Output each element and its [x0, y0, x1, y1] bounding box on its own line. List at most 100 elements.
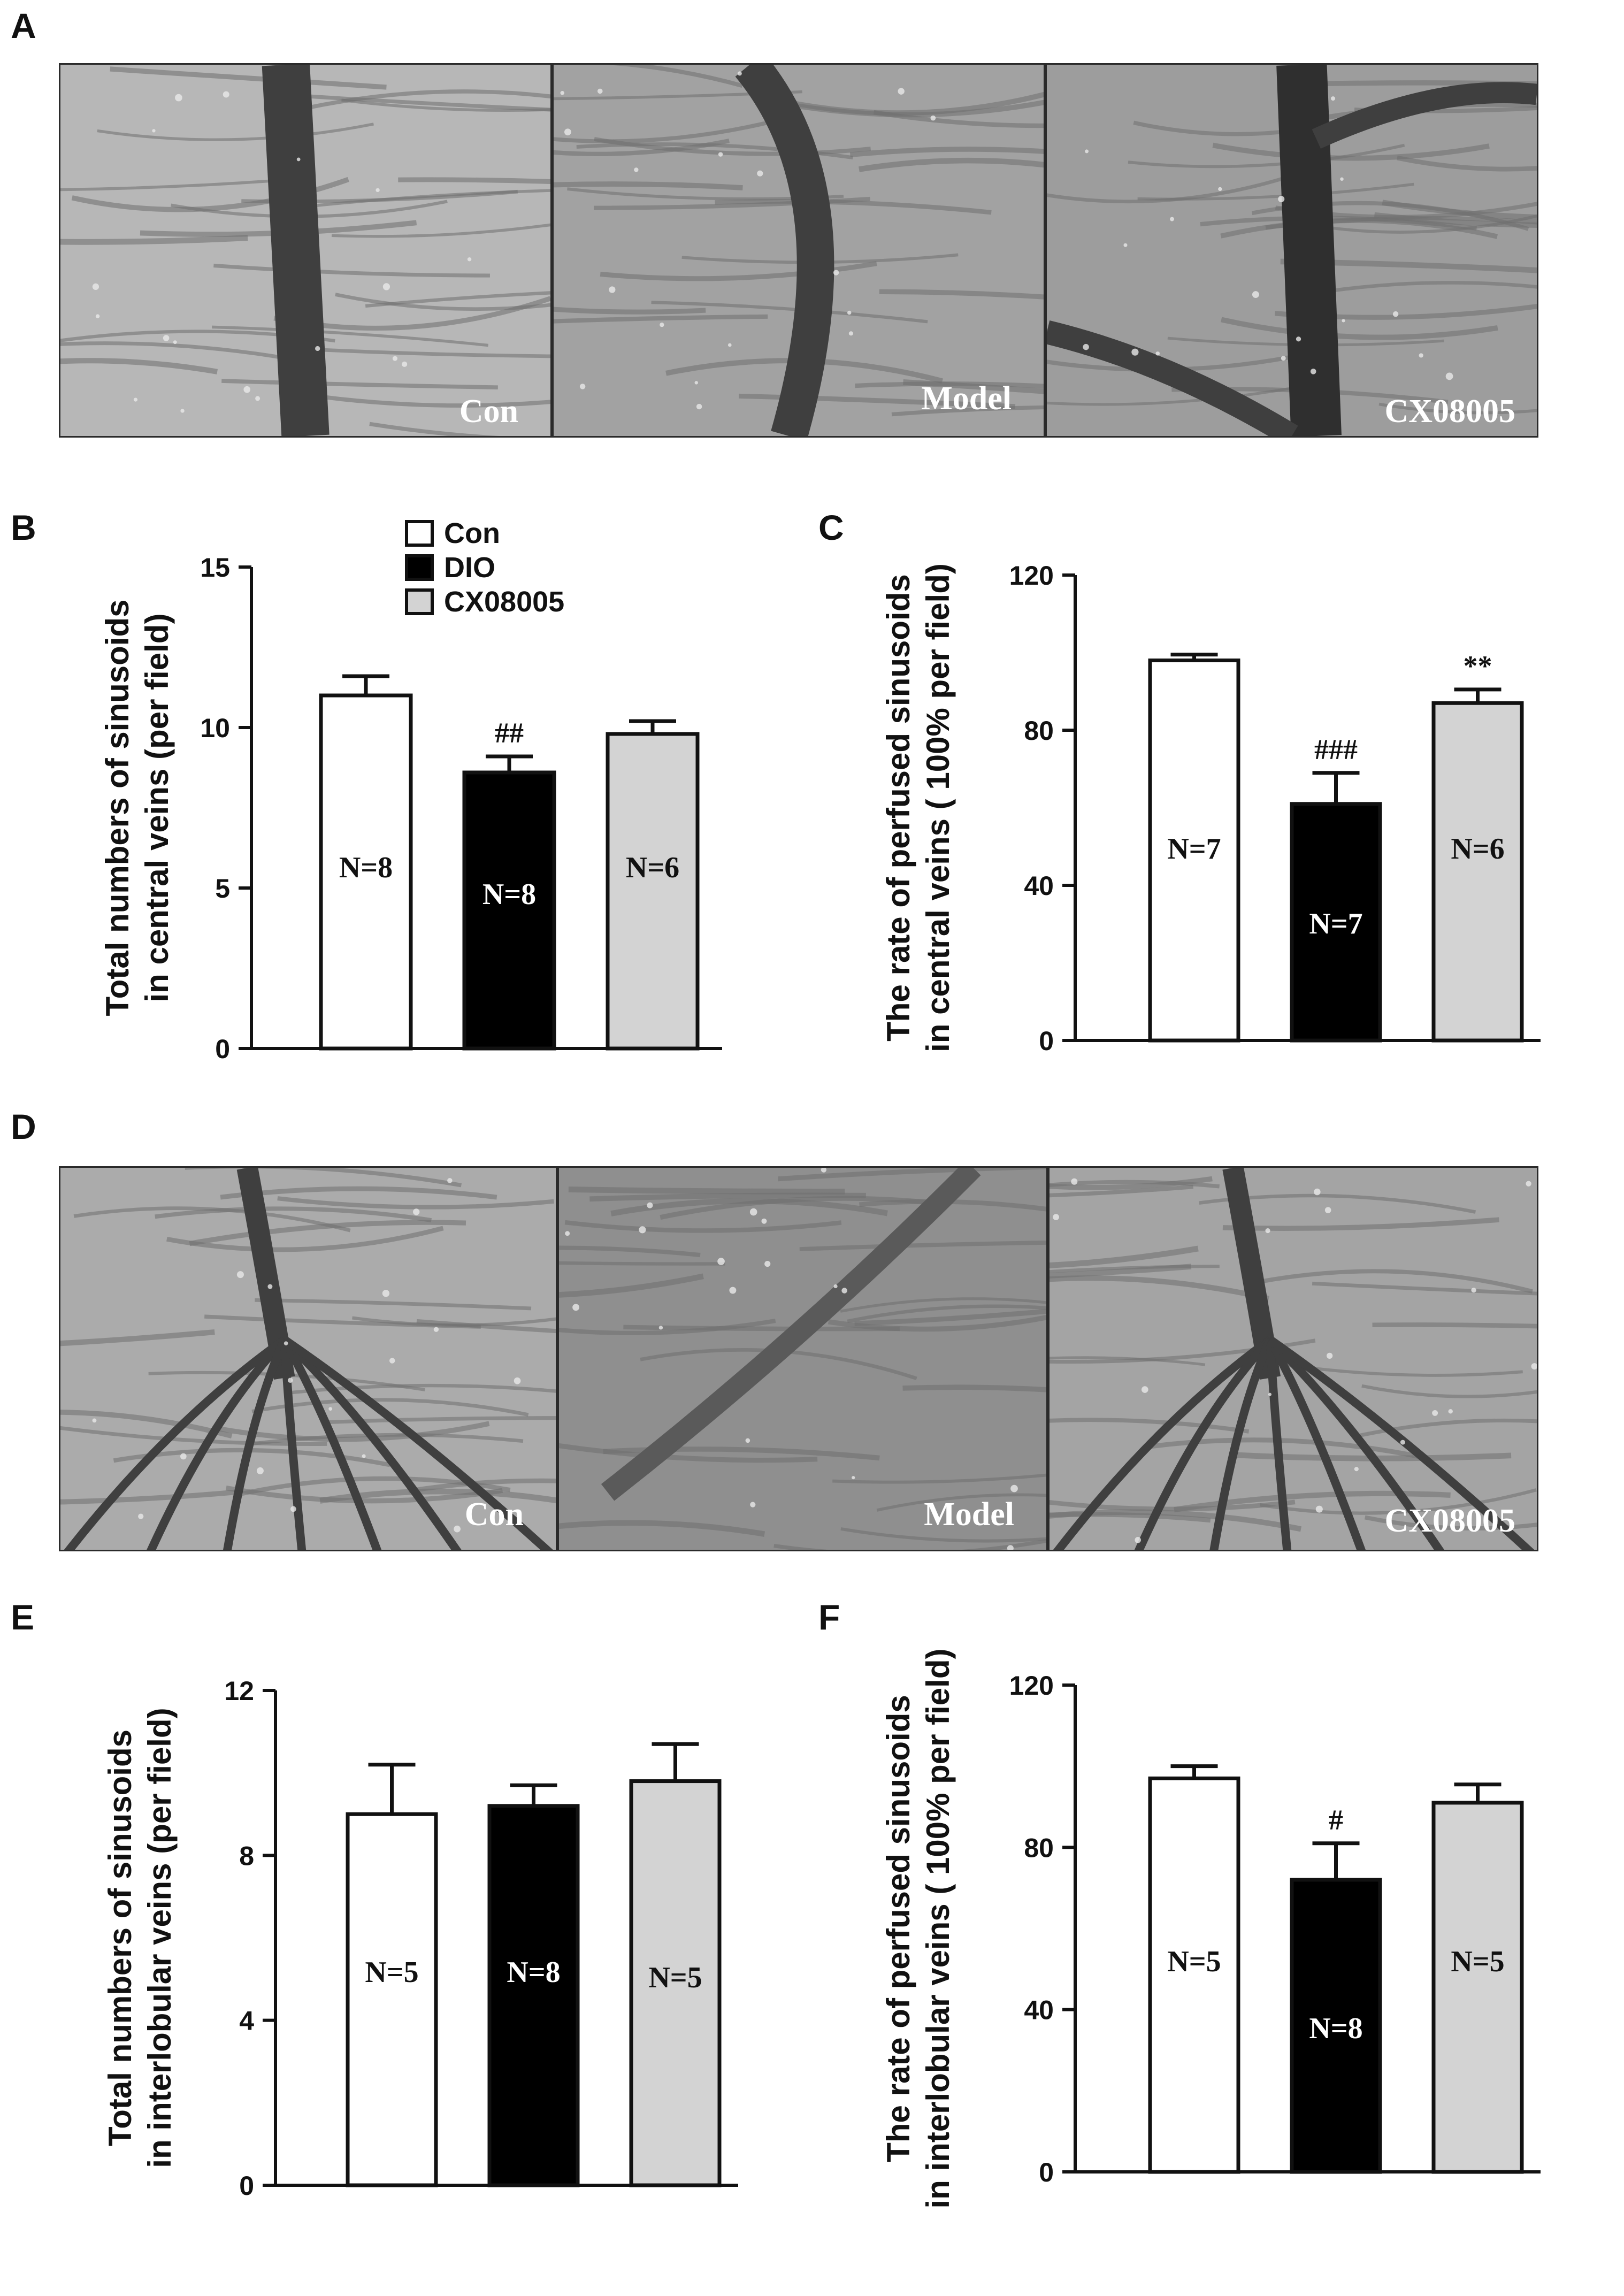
cell-speck: [564, 128, 571, 136]
sinusoid-vessel: [408, 1478, 556, 1494]
cell-speck: [447, 1178, 453, 1183]
n-label: N=8: [339, 851, 393, 884]
sinusoid-vessel: [246, 1433, 524, 1447]
cell-speck: [236, 1271, 244, 1279]
cell-speck: [757, 170, 763, 177]
cell-speck: [1354, 1467, 1359, 1472]
cell-speck: [821, 1168, 827, 1173]
panel-letter-e: E: [11, 1597, 35, 1637]
bar: [606, 732, 700, 1051]
cell-speck: [718, 152, 723, 157]
significance-label: ##: [495, 717, 524, 749]
cell-speck: [267, 1284, 273, 1289]
sinusoid-vessel: [715, 199, 992, 215]
legend-swatch: [405, 588, 434, 615]
cell-speck: [609, 286, 616, 293]
sinusoid-vessel: [1050, 1265, 1220, 1274]
n-label: N=6: [626, 851, 679, 884]
cell-speck: [1327, 1352, 1333, 1359]
y-axis-label: Total numbers of sinusoids in interlobula…: [102, 1708, 178, 2168]
sinusoid-vessel: [564, 1220, 842, 1233]
cell-speck: [180, 1453, 187, 1460]
sinusoid-vessel: [1361, 1384, 1537, 1398]
cell-speck: [833, 270, 839, 275]
micrograph-d-model-image: [559, 1168, 1046, 1550]
panel-letter-a: A: [11, 6, 36, 45]
cell-speck: [717, 1258, 725, 1265]
cell-speck: [392, 356, 397, 361]
sinusoid-vessel: [110, 66, 387, 90]
cell-speck: [223, 91, 229, 98]
cell-speck: [284, 1341, 288, 1345]
sinusoid-vessel: [828, 1314, 1046, 1332]
central-vein: [262, 65, 330, 436]
cell-speck: [1141, 1386, 1148, 1393]
cell-speck: [1531, 1363, 1537, 1370]
cell-speck: [328, 1407, 333, 1411]
cell-speck: [413, 1208, 420, 1215]
cell-speck: [647, 1202, 653, 1208]
sinusoid-vessel: [155, 1206, 432, 1222]
sinusoid-vessel: [902, 1384, 1046, 1392]
sinusoid-vessel: [1304, 214, 1537, 234]
sinusoid-vessel: [1378, 402, 1537, 415]
cell-speck: [315, 346, 320, 351]
y-tick-label: 0: [239, 2171, 254, 2201]
cell-speck: [1315, 1505, 1323, 1513]
cell-speck: [163, 335, 170, 341]
bar: [1290, 802, 1382, 1043]
sinusoid-vessel: [1212, 142, 1490, 161]
sinusoid-vessel: [873, 110, 1044, 128]
y-axis-label-line: in central veins ( 100% per field): [920, 563, 956, 1052]
y-axis-label: Total numbers of sinusoids in central vei…: [99, 600, 175, 1016]
cell-speck: [133, 397, 138, 402]
micrograph-strip-d: Con Model CX08005: [59, 1166, 1538, 1551]
sinusoid-vessel: [1299, 281, 1537, 297]
cell-speck: [1252, 291, 1259, 299]
cell-speck: [1340, 177, 1344, 181]
sinusoid-vessel: [335, 293, 550, 311]
micrograph-strip-a: Con Model CX08005: [59, 63, 1538, 438]
cell-speck: [694, 381, 699, 385]
sinusoid-vessel: [1174, 1490, 1451, 1513]
cell-speck: [658, 1326, 663, 1330]
vein-branch: [64, 1336, 287, 1550]
panel-letter-b: B: [11, 508, 36, 547]
chart-c-svg: 0 40 80 120 The rate of perfused sinusoids in…: [880, 561, 1541, 1056]
cell-speck: [1170, 217, 1174, 221]
significance-label: #: [1329, 1804, 1343, 1836]
sinusoid-vessel: [1128, 143, 1405, 169]
micrograph-label: Con: [464, 1496, 524, 1533]
sinusoid-vessel: [568, 1186, 845, 1195]
sinusoid-vessel: [1301, 80, 1537, 87]
cell-speck: [296, 157, 301, 162]
cell-speck: [1400, 1440, 1405, 1445]
vein-branch: [280, 1337, 382, 1550]
cell-speck: [1007, 1545, 1014, 1550]
vein-branch: [1047, 320, 1298, 436]
bar: [462, 770, 556, 1051]
cell-speck: [848, 331, 853, 336]
cell-speck: [243, 386, 250, 393]
vein-branch: [1267, 1336, 1535, 1550]
sinusoid-vessel: [559, 1245, 701, 1258]
cell-speck: [1265, 1228, 1270, 1234]
micrograph-a-con: Con: [59, 63, 552, 438]
sinusoid-vessel: [1050, 1418, 1250, 1434]
n-label: N=8: [482, 878, 536, 911]
y-axis-label-line: in interlobular veins (per field): [142, 1708, 178, 2168]
sinusoid-vessel: [840, 1297, 1046, 1313]
central-vein: [735, 65, 834, 436]
sinusoid-vessel: [60, 1489, 236, 1505]
cell-speck: [1155, 351, 1160, 356]
central-vein: [1276, 65, 1342, 436]
sinusoid-vessel: [854, 1308, 1046, 1326]
cell-speck: [727, 343, 732, 347]
sinusoid-vessel: [221, 379, 498, 390]
bar: [487, 1804, 580, 2187]
panel-letter-f: F: [818, 1597, 840, 1637]
sinusoid-vessel: [398, 177, 550, 184]
sinusoid-vessel: [559, 1273, 704, 1298]
sinusoid-vessel: [1144, 1437, 1421, 1459]
y-tick-label: 80: [1024, 716, 1054, 746]
